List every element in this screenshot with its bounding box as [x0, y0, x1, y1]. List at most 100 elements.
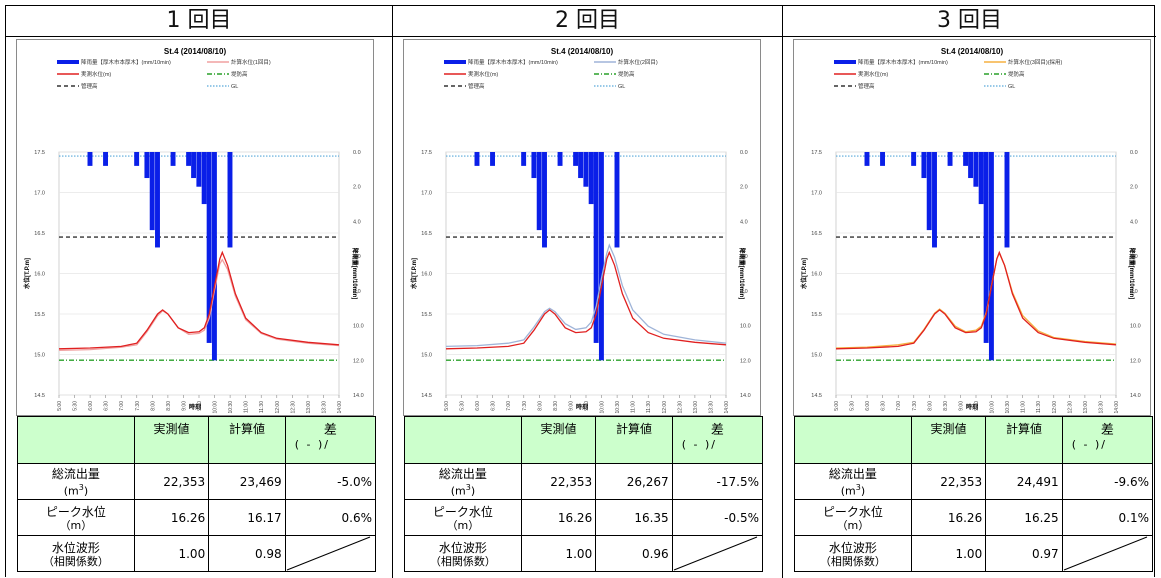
legend-label: 計算水位(3回目)(採用) — [1008, 58, 1063, 66]
x-tick-label: 5:30 — [73, 401, 79, 411]
left-tick-label: 16.5 — [34, 231, 45, 237]
legend-label: 実測水位(m) — [81, 70, 111, 78]
column-3: 3 回目 St.4 (2014/08/10) 降雨量【厚木市本厚木】(mm/10mi… — [782, 6, 1156, 578]
row-label-text: 水位波形 — [828, 540, 877, 555]
hydrograph-chart: St.4 (2014/08/10) 降雨量【厚木市本厚木】(mm/10min) 計算… — [16, 39, 374, 416]
header-measured: 実測値 — [133, 416, 210, 464]
left-tick-label: 15.5 — [34, 312, 45, 318]
x-tick-label: 11:30 — [259, 401, 265, 413]
right-tick-label: 10.0 — [740, 324, 751, 330]
row-label-text: 水位波形 — [438, 540, 487, 555]
rain-bar — [583, 152, 589, 187]
x-tick-label: 8:00 — [927, 401, 933, 411]
calc-series-line — [445, 243, 727, 348]
x-tick-label: 8:30 — [166, 401, 172, 411]
comparison-sheet: 1 回目 St.4 (2014/08/10) 降雨量【厚木市本厚木】(mm/10mi… — [5, 5, 1156, 578]
x-tick-label: 10:30 — [228, 401, 234, 414]
cell-measured: 16.26 — [133, 499, 210, 536]
x-tick-label: 9:00 — [568, 401, 574, 411]
left-tick-label: 14.5 — [421, 393, 432, 399]
cell-measured: 16.26 — [520, 499, 597, 536]
table-row: 水位波形 （相関係数） 1.00 0.97 — [794, 535, 1154, 572]
x-tick-label: 10:00 — [600, 401, 606, 414]
right-tick-label: 2.0 — [353, 185, 361, 191]
rain-bar — [978, 152, 984, 205]
right-tick-label: 8.0 — [353, 289, 361, 295]
left-tick-label: 16.0 — [421, 272, 432, 278]
right-tick-label: 0.0 — [353, 150, 361, 156]
x-tick-label: 12:00 — [1052, 401, 1058, 414]
hydrograph-chart: St.4 (2014/08/10) 降雨量【厚木市本厚木】(mm/10min) 計算… — [793, 39, 1151, 416]
table-row: ピーク水位 （m） 16.26 16.25 0.1% — [794, 499, 1154, 536]
right-tick-label: 6.0 — [740, 254, 748, 260]
rain-bar — [170, 152, 176, 166]
rain-bar — [227, 152, 233, 248]
cell-diff: -17.5% — [671, 463, 764, 500]
header-calc: 計算値 — [208, 416, 286, 464]
y-axis-label-left: 水位[T.P.m] — [800, 258, 808, 289]
x-tick-label: 7:30 — [522, 401, 528, 411]
row-unit-sup: 3 — [78, 482, 84, 492]
rain-bar — [880, 152, 885, 166]
cell-diff-empty — [284, 535, 377, 572]
left-tick-label: 15.5 — [811, 312, 822, 318]
header-measured: 実測値 — [910, 416, 987, 464]
rain-bar — [196, 152, 202, 187]
table-row: 水位波形 （相関係数） 1.00 0.98 — [17, 535, 377, 572]
x-tick-label: 14:00 — [1114, 401, 1120, 414]
cell-diff: -0.5% — [671, 499, 764, 536]
cell-diff: -5.0% — [284, 463, 377, 500]
y-axis-label-right: 降雨量[mm/10min] — [351, 248, 359, 300]
row-label: 水位波形 （相関係数） — [404, 535, 522, 572]
x-tick-label: 9:00 — [181, 401, 187, 411]
y-axis-label-left: 水位[T.P.m] — [23, 258, 31, 289]
x-tick-label: 14:00 — [337, 401, 343, 414]
row-unit: (m3) — [21, 481, 131, 498]
rain-bar — [947, 152, 953, 166]
results-table: 実測値 計算値差( - )/総流出量 (m3) 22,353 24,491 -9.6% ピー… — [794, 416, 1154, 572]
right-tick-label: 12.0 — [1130, 358, 1141, 364]
header-diff: 差( - )/ — [1061, 416, 1154, 464]
diff-title: 差 — [1100, 423, 1114, 438]
cell-diff: 0.1% — [1061, 499, 1154, 536]
rain-bar — [474, 152, 480, 166]
rain-bar — [968, 152, 974, 179]
right-tick-label: 14.0 — [740, 393, 751, 399]
header-measured: 実測値 — [520, 416, 597, 464]
row-unit-text: （相関係数） — [819, 554, 886, 568]
rain-bar — [144, 152, 150, 179]
left-tick-label: 14.5 — [34, 393, 45, 399]
right-tick-label: 12.0 — [740, 358, 751, 364]
x-tick-label: 8:30 — [553, 401, 559, 411]
legend-label: GL — [618, 84, 625, 90]
cell-measured: 16.26 — [910, 499, 987, 536]
diff-formula: ( - )/ — [681, 438, 717, 451]
row-label: 総流出量 (m3) — [17, 463, 135, 500]
header-diff: 差( - )/ — [671, 416, 764, 464]
right-tick-label: 2.0 — [740, 185, 748, 191]
x-axis-label: 時刻 — [189, 403, 201, 411]
x-tick-label: 10:00 — [213, 401, 219, 414]
legend-label: 管理高 — [468, 82, 485, 90]
x-tick-label: 7:30 — [135, 401, 141, 411]
hydrograph-chart: St.4 (2014/08/10) 降雨量【厚木市本厚木】(mm/10min) 計算… — [403, 39, 761, 416]
legend-label: 降雨量【厚木市本厚木】(mm/10min) — [858, 58, 948, 66]
y-axis-label-right: 降雨量[mm/10min] — [738, 248, 746, 300]
row-label-text: 総流出量 — [51, 466, 100, 481]
y-axis-label-right: 降雨量[mm/10min] — [1128, 248, 1136, 300]
rain-bar — [911, 152, 917, 166]
x-tick-label: 14:00 — [724, 401, 730, 414]
table-row: 総流出量 (m3) 22,353 26,267 -17.5% — [404, 463, 764, 500]
calc-series-line — [58, 258, 340, 352]
row-unit: （相関係数） — [798, 555, 908, 568]
x-tick-label: 5:30 — [850, 401, 856, 411]
chart-title: St.4 (2014/08/10) — [941, 47, 1004, 56]
legend-label: 管理高 — [858, 82, 875, 90]
x-tick-label: 11:00 — [631, 401, 637, 413]
diff-title: 差 — [323, 423, 337, 438]
chart-title: St.4 (2014/08/10) — [551, 47, 614, 56]
x-tick-label: 6:30 — [491, 401, 497, 411]
rain-bar — [864, 152, 870, 166]
header-calc: 計算値 — [985, 416, 1063, 464]
x-tick-label: 13:00 — [306, 401, 312, 414]
